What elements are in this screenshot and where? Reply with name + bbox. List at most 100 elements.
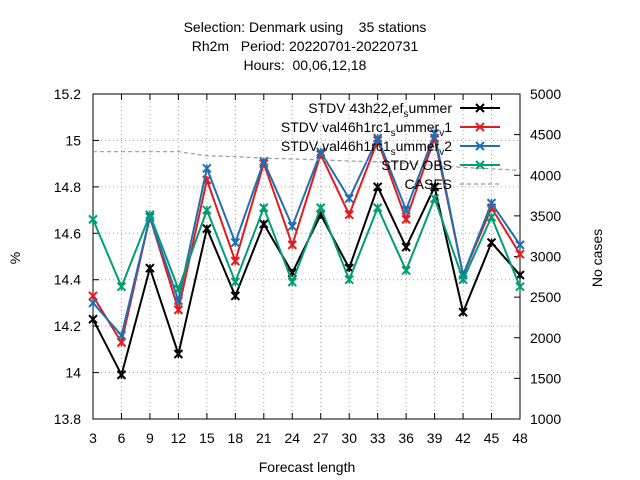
data-point [202, 163, 212, 173]
y2-tick-label: 3000 [530, 249, 561, 265]
data-point [486, 198, 497, 208]
y2-tick-label: 2500 [530, 289, 561, 305]
legend-marker [475, 103, 485, 113]
data-point [515, 281, 525, 292]
legend-label: STDV val46h1rc1summerv1 [281, 119, 452, 139]
data-point [344, 275, 354, 285]
data-point [316, 203, 326, 213]
y-tick-label: 14.2 [54, 318, 81, 334]
data-point [429, 128, 440, 139]
y-tick-label: 14.4 [54, 272, 81, 288]
data-point [259, 203, 269, 213]
x-axis-label: Forecast length [259, 459, 356, 475]
series-line-1 [92, 183, 521, 378]
x-tick-label: 24 [284, 430, 300, 446]
y-axis-label: % [7, 252, 23, 264]
data-point [344, 193, 354, 204]
x-tick-label: 36 [398, 430, 414, 446]
legend-label: STDV OBS [381, 157, 452, 173]
data-point [401, 265, 411, 276]
tick-labels: 3 6 9 12 15 18 21 24 27 30 33 36 39 42 45 4813.81414.21… [54, 86, 562, 446]
y-tick-label: 14.8 [54, 179, 81, 195]
data-point [486, 237, 497, 248]
x-tick-label: 39 [427, 430, 443, 446]
series-line-5 [93, 151, 521, 171]
data-point [145, 263, 155, 273]
x-tick-label: 6 [118, 430, 126, 446]
data-point [173, 295, 184, 306]
data-point [116, 330, 127, 341]
x-tick-label: 15 [199, 430, 215, 446]
data-point [202, 223, 212, 234]
x-tick-label: 33 [370, 430, 386, 446]
x-tick-label: 21 [256, 430, 272, 446]
data-point [173, 284, 184, 294]
data-point [372, 203, 383, 213]
data-point [429, 182, 440, 192]
chart-title-line-2: Rh2m Period: 20220701-20220731 [192, 38, 419, 54]
data-point [372, 182, 383, 192]
legend-marker [475, 141, 485, 151]
y-tick-label: 13.8 [54, 411, 81, 427]
x-tick-label: 45 [484, 430, 500, 446]
x-tick-label: 9 [146, 430, 154, 446]
y2-tick-label: 5000 [530, 86, 561, 102]
data-point [88, 214, 98, 225]
data-point [116, 281, 127, 292]
data-point [88, 291, 98, 301]
y-tick-label: 15 [65, 132, 81, 148]
legend-marker [475, 160, 485, 170]
legend-marker [475, 122, 485, 132]
data-point [401, 214, 411, 225]
x-tick-label: 48 [512, 430, 528, 446]
y2-tick-label: 1000 [530, 411, 561, 427]
data-point [173, 349, 184, 359]
y-tick-label: 15.2 [54, 86, 81, 102]
data-point [230, 237, 241, 248]
data-point [429, 193, 440, 204]
y-tick-label: 14 [65, 365, 81, 381]
data-point [486, 212, 497, 222]
y2-tick-label: 2000 [530, 330, 561, 346]
data-point [230, 291, 241, 301]
data-point [173, 305, 184, 315]
legend-label: STDV 43h22refsummer [308, 100, 452, 120]
data-point [287, 277, 297, 287]
data-point [287, 240, 297, 250]
data-point [202, 205, 212, 215]
data-point [230, 256, 241, 266]
data-point [401, 205, 411, 215]
x-tick-label: 3 [89, 430, 97, 446]
data-point [344, 210, 354, 220]
y-tick-label: 14.6 [54, 225, 81, 241]
data-point [88, 298, 98, 308]
data-point [372, 133, 383, 143]
data-point [230, 277, 241, 287]
data-point [287, 221, 297, 232]
y2-tick-label: 1500 [530, 370, 561, 386]
data-point [515, 240, 525, 250]
x-tick-label: 42 [455, 430, 471, 446]
data-point [259, 219, 269, 229]
y2-axis-label: No cases [589, 229, 605, 287]
legend-label: STDV val46h1rc1summerv2 [281, 138, 452, 158]
data-point [316, 147, 326, 157]
data-point [116, 370, 127, 380]
legend-label: CASES [405, 176, 452, 192]
x-tick-label: 12 [171, 430, 187, 446]
y2-tick-label: 4000 [530, 167, 561, 183]
data-point [458, 275, 468, 285]
x-tick-label: 30 [341, 430, 357, 446]
y2-tick-label: 3500 [530, 208, 561, 224]
data-point [458, 307, 468, 317]
data-point [401, 242, 411, 252]
series-line-3 [92, 129, 521, 338]
chart-title-line-1: Selection: Denmark using 35 stations [184, 19, 427, 35]
series-line-4 [92, 195, 521, 292]
data-point [116, 337, 127, 348]
x-tick-label: 27 [313, 430, 329, 446]
chart-title-line-3: Hours: 00,06,12,18 [244, 57, 367, 73]
data-point [145, 210, 155, 220]
